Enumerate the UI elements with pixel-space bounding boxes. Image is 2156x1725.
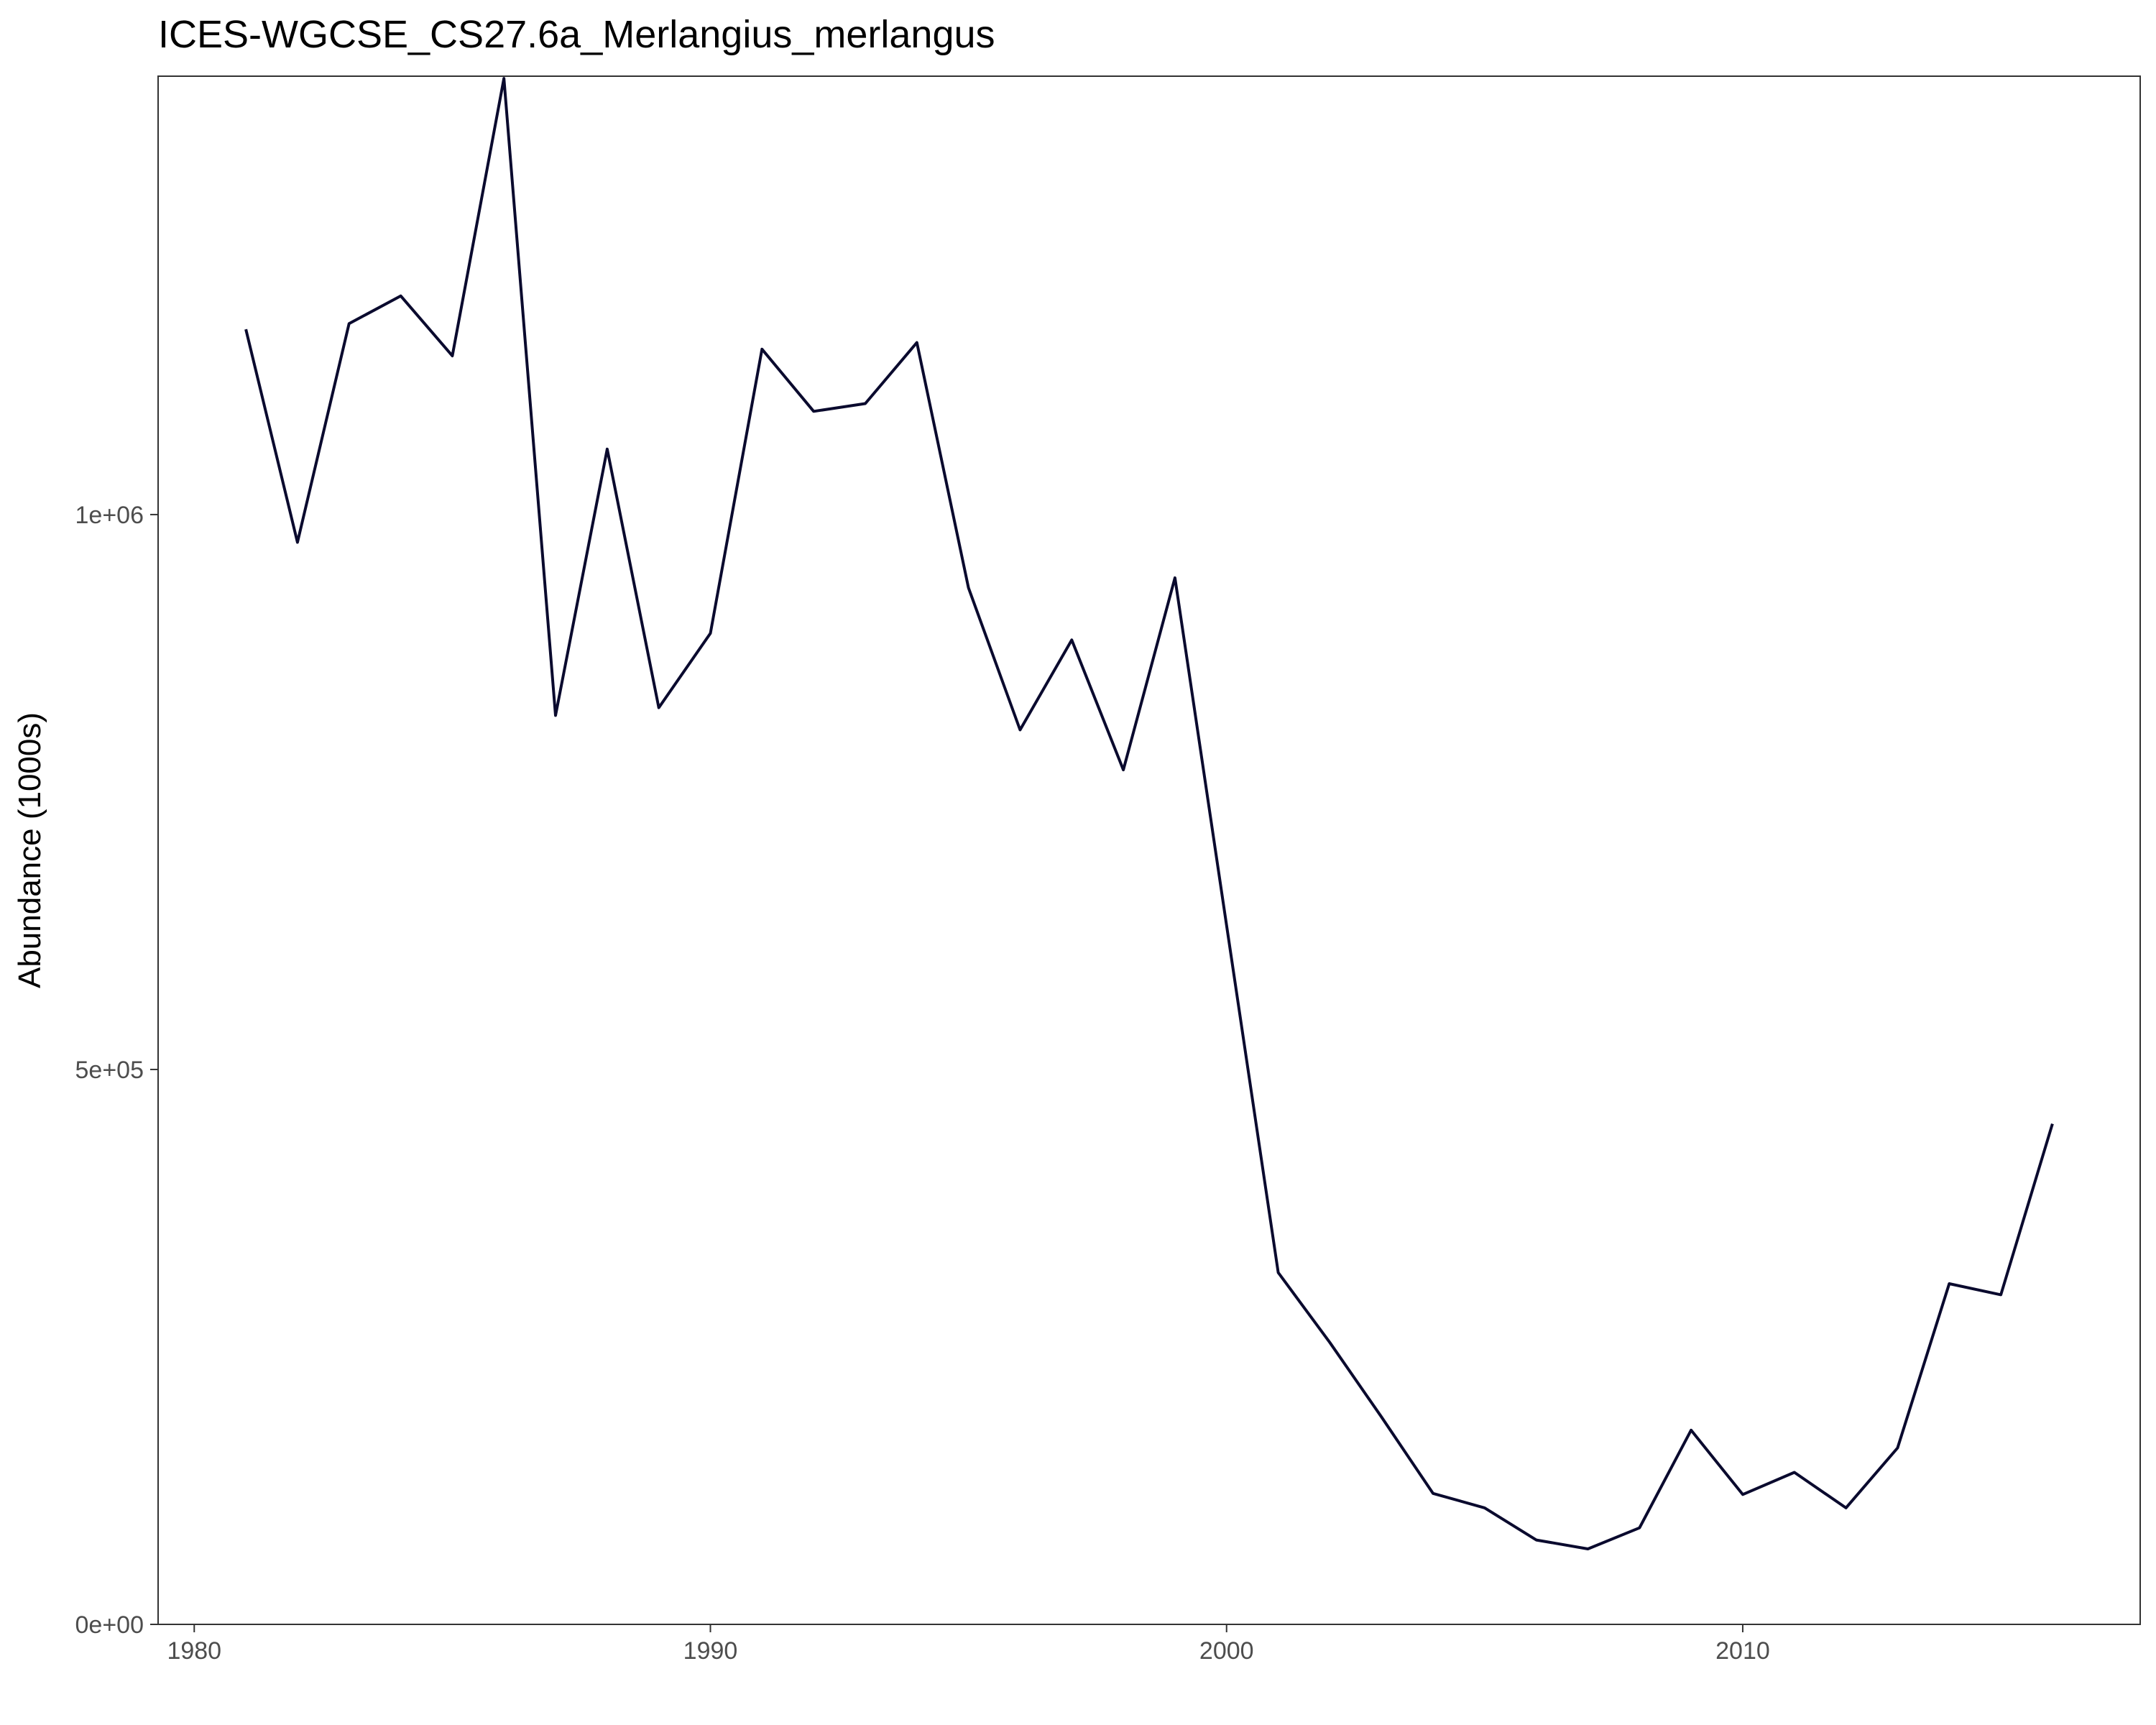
- x-tick-label: 1990: [683, 1637, 738, 1665]
- series-layer: [244, 77, 2054, 1550]
- x-tick-label: 1980: [167, 1637, 221, 1665]
- x-tick-label: 2000: [1199, 1637, 1254, 1665]
- abundance-series-line: [244, 77, 2054, 1550]
- plot-panel-border: [157, 75, 2141, 1625]
- y-tick-label: 5e+05: [75, 1057, 144, 1084]
- chart-title: ICES-WGCSE_CS27.6a_Merlangius_merlangus: [158, 13, 995, 56]
- y-axis-title: Abundance (1000s): [12, 712, 47, 988]
- y-tick-label: 1e+06: [75, 502, 144, 529]
- y-axis: 0e+00 5e+05 1e+06: [75, 502, 158, 1639]
- y-tick-label: 0e+00: [75, 1611, 144, 1639]
- x-axis: 1980 1990 2000 2010: [167, 1624, 1770, 1665]
- x-tick-label: 2010: [1715, 1637, 1770, 1665]
